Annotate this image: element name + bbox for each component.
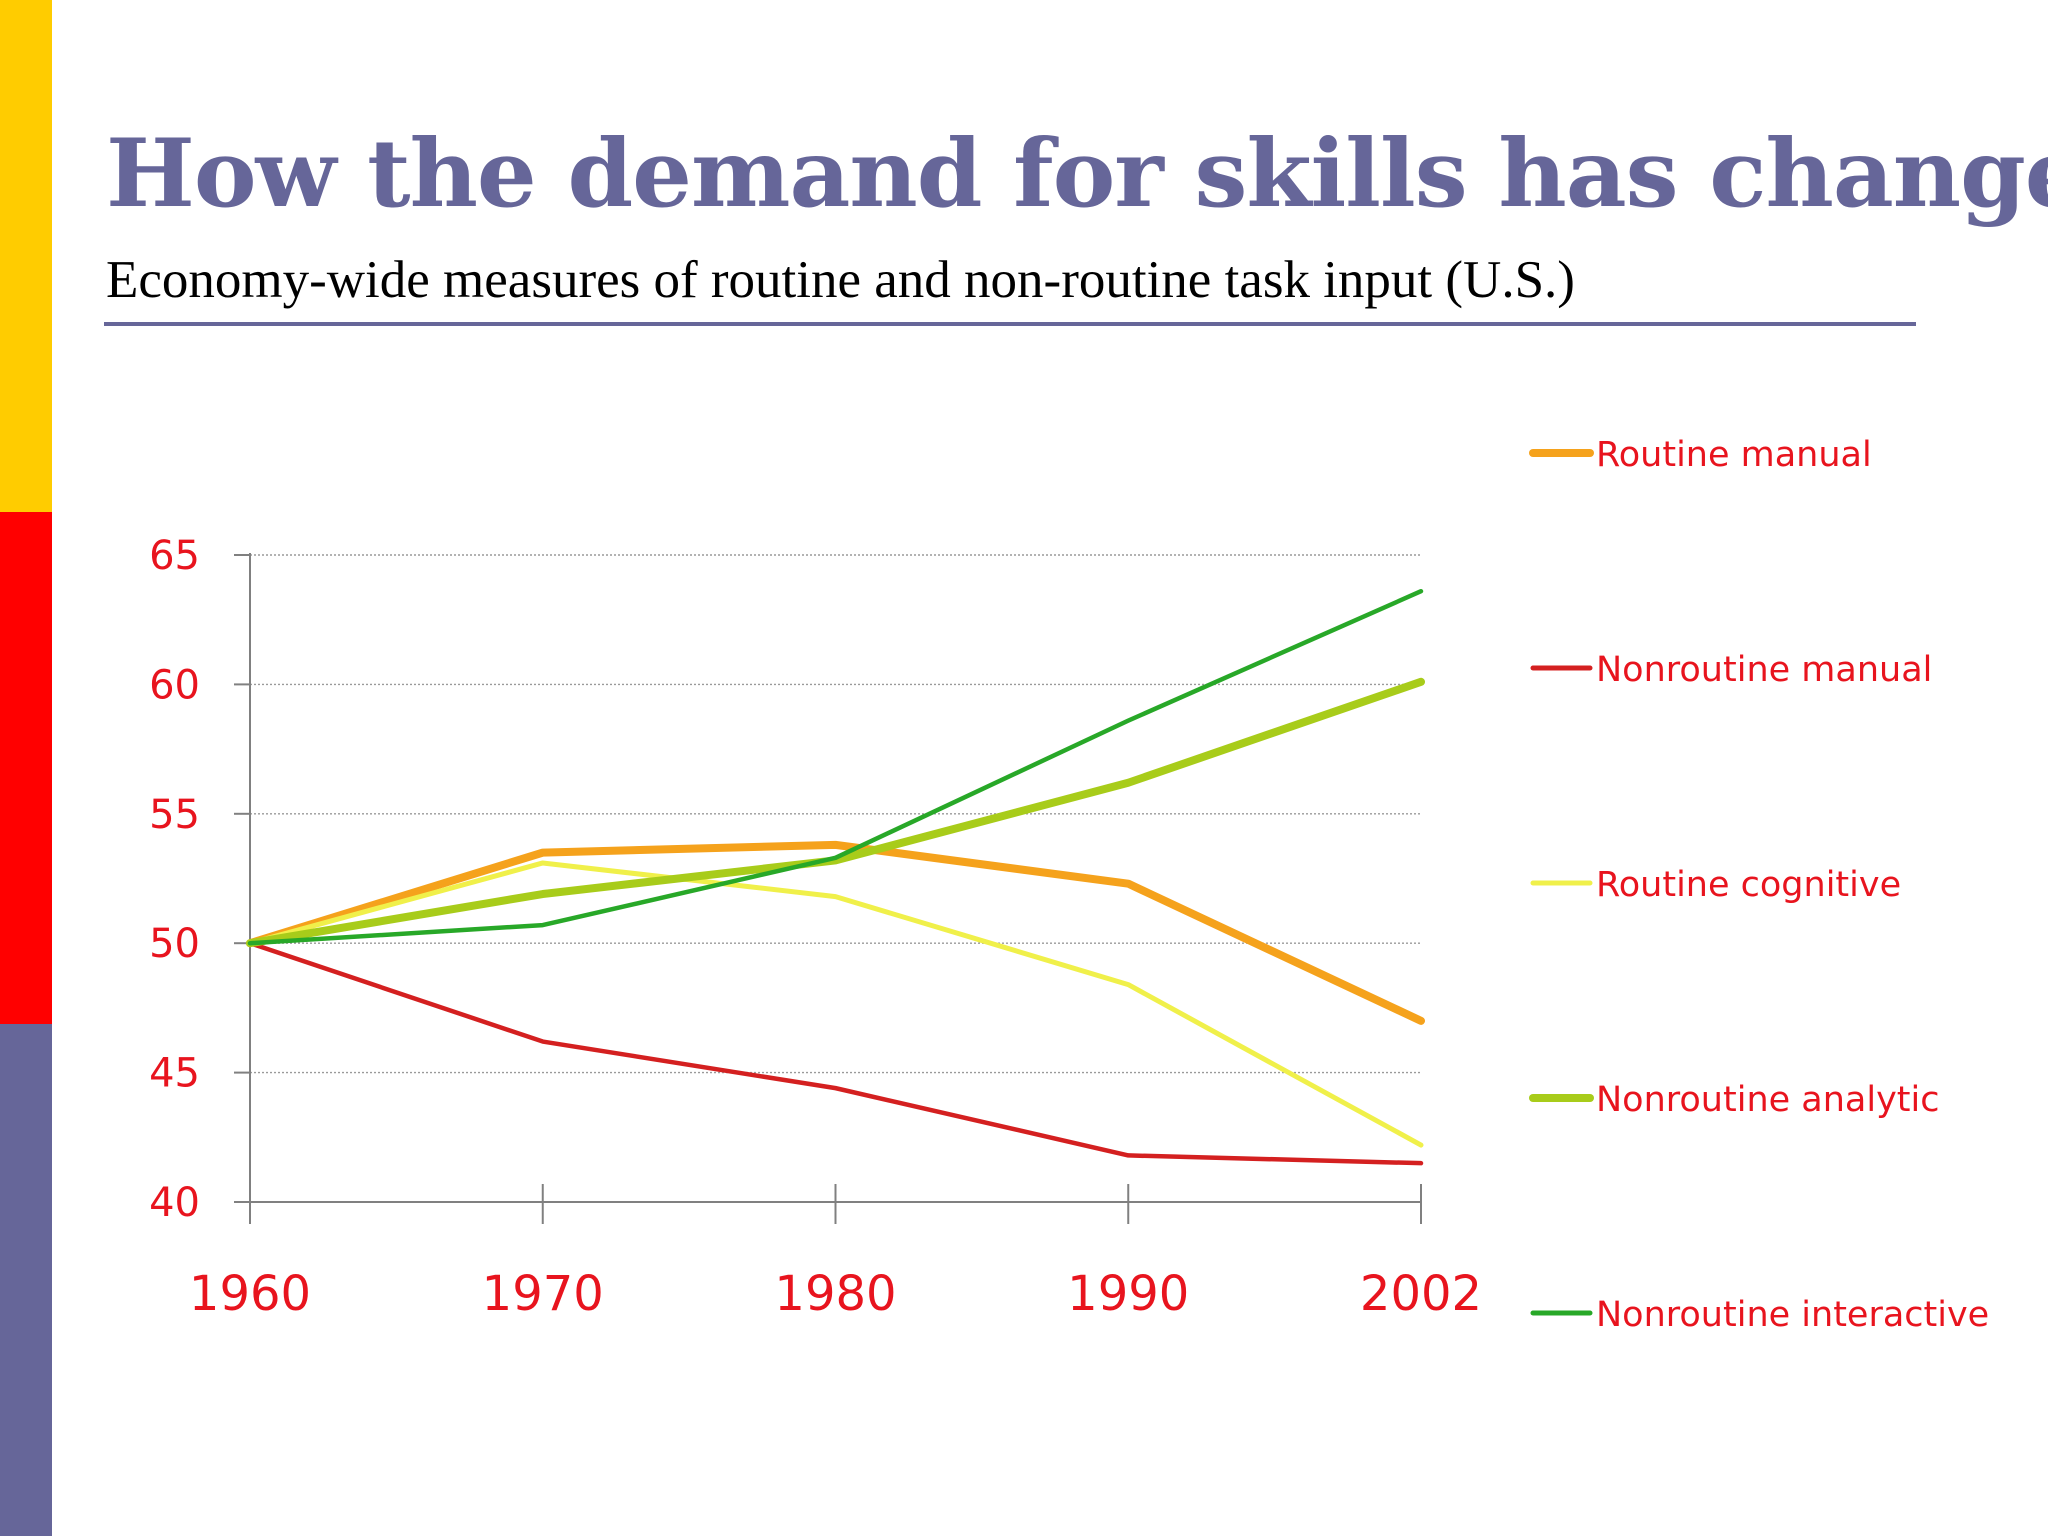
title-rule — [104, 322, 1916, 326]
side-bar-red — [0, 512, 52, 1024]
series-layer — [246, 588, 1425, 1166]
x-tick-label-1970: 1970 — [482, 1266, 604, 1322]
x-tick-label-2002: 2002 — [1360, 1266, 1482, 1322]
series-line-nonroutine-analytic — [246, 677, 1425, 948]
legend-label-nonroutine-analytic: Nonroutine analytic — [1596, 1080, 1940, 1120]
legend-label-nonroutine-manual: Nonroutine manual — [1596, 650, 1932, 690]
legend-label-routine-manual: Routine manual — [1596, 435, 1872, 475]
x-tick-label-1960: 1960 — [189, 1266, 311, 1322]
series-line-routine-manual — [246, 840, 1425, 1025]
y-tick-label-40: 40 — [149, 1180, 200, 1226]
legend-label-routine-cognitive: Routine cognitive — [1596, 865, 1901, 905]
x-tick-label-1980: 1980 — [774, 1266, 896, 1322]
series-line-nonroutine-interactive — [247, 588, 1424, 946]
side-bar-yellow — [0, 0, 52, 512]
y-tick-label-45: 45 — [149, 1051, 200, 1097]
legend-layer: Routine manual Nonroutine manual Routine c… — [1529, 435, 1989, 1335]
series-line-nonroutine-manual — [247, 940, 1424, 1166]
y-tick-label-65: 65 — [149, 533, 200, 579]
y-tick-label-60: 60 — [149, 662, 200, 708]
series-line-routine-cognitive — [247, 860, 1424, 1148]
grid-layer — [250, 554, 1421, 1074]
axis-layer — [234, 553, 1422, 1224]
label-layer: 40 45 50 55 60 65 1960 1970 1980 1990 2002 — [149, 533, 1482, 1322]
y-tick-label-50: 50 — [149, 921, 200, 967]
x-tick-label-1990: 1990 — [1067, 1266, 1189, 1322]
legend-label-nonroutine-interactive: Nonroutine interactive — [1596, 1295, 1989, 1335]
slide-title: How the demand for skills has changed — [106, 119, 2048, 229]
side-bar-purple — [0, 1024, 52, 1536]
slide-subtitle: Economy-wide measures of routine and non… — [106, 251, 1575, 309]
y-tick-label-55: 55 — [149, 792, 200, 838]
